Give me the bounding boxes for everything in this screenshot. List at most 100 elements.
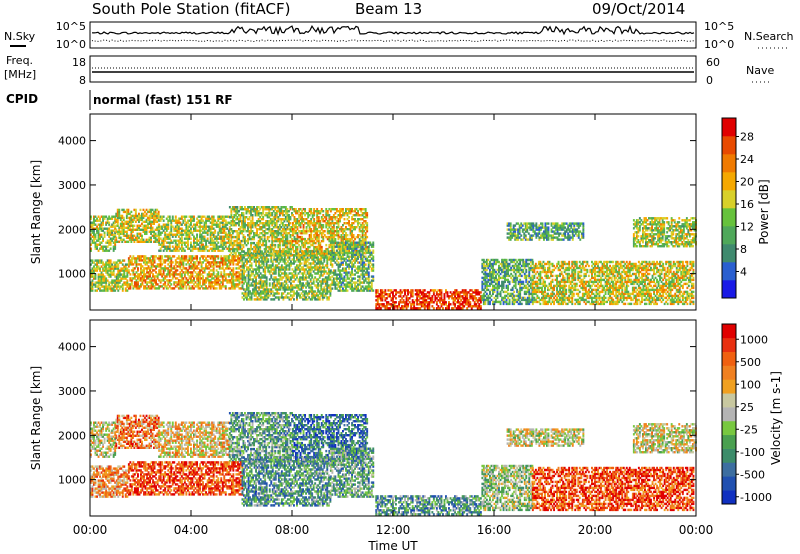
echo-cell	[259, 237, 262, 241]
echo-cell	[153, 259, 156, 262]
echo-cell	[314, 230, 317, 233]
echo-cell	[352, 235, 355, 239]
echo-cell	[180, 263, 183, 266]
echo-cell	[112, 223, 115, 226]
echo-cell	[302, 228, 305, 231]
echo-cell	[194, 285, 197, 288]
echo-cell	[254, 234, 257, 237]
echo-cell	[167, 281, 170, 284]
echo-cell	[316, 230, 319, 233]
echo-cell	[230, 251, 233, 255]
echo-cell	[320, 218, 323, 221]
echo-cell	[167, 263, 170, 266]
echo-cell	[257, 243, 260, 247]
echo-cell	[265, 294, 268, 297]
echo-cell	[296, 290, 298, 293]
echo-cell	[193, 245, 195, 248]
echo-cell	[226, 233, 229, 236]
echo-cell	[322, 251, 325, 255]
echo-cell	[144, 214, 146, 218]
echo-cell	[286, 243, 289, 247]
echo-cell	[140, 273, 142, 276]
echo-cell	[257, 214, 260, 217]
echo-cell	[272, 232, 275, 235]
echo-cell	[307, 249, 310, 253]
echo-cell	[279, 288, 282, 291]
echo-cell	[176, 225, 179, 228]
echo-cell	[253, 276, 256, 279]
echo-cell	[168, 231, 171, 234]
echo-cell	[190, 281, 192, 284]
echo-cell	[348, 224, 351, 227]
echo-cell	[259, 250, 262, 253]
echo-cell	[227, 279, 230, 282]
echo-cell	[308, 228, 311, 231]
echo-cell	[331, 279, 334, 282]
echo-cell	[196, 237, 199, 240]
echo-cell	[194, 223, 197, 226]
echo-cell	[280, 218, 283, 221]
echo-cell	[348, 212, 351, 215]
echo-cell	[199, 287, 202, 290]
echo-cell	[276, 284, 279, 287]
echo-cell	[173, 219, 176, 222]
echo-cell	[165, 267, 168, 270]
echo-cell	[224, 259, 227, 262]
echo-cell	[202, 237, 205, 240]
echo-cell	[264, 288, 267, 291]
echo-cell	[152, 273, 155, 276]
echo-cell	[139, 232, 142, 235]
echo-cell	[151, 220, 154, 223]
echo-cell	[150, 236, 153, 239]
echo-cell	[114, 241, 117, 244]
echo-cell	[255, 298, 258, 301]
echo-cell	[214, 283, 217, 286]
echo-cell	[249, 260, 252, 263]
echo-cell	[278, 218, 281, 221]
echo-cell	[177, 249, 180, 252]
echo-cell	[232, 257, 235, 260]
echo-cell	[90, 229, 92, 232]
echo-cell	[183, 223, 186, 226]
echo-cell	[288, 266, 291, 269]
echo-cell	[299, 245, 302, 249]
echo-cell	[296, 266, 298, 269]
echo-cell	[193, 237, 195, 240]
echo-cell	[239, 208, 242, 211]
echo-cell	[130, 240, 133, 243]
echo-cell	[316, 208, 319, 211]
echo-cell	[323, 288, 326, 291]
echo-cell	[179, 281, 182, 284]
echo-cell	[317, 258, 320, 261]
echo-cell	[193, 215, 195, 218]
echo-cell	[200, 235, 203, 238]
echo-cell	[206, 261, 209, 264]
echo-cell	[108, 265, 111, 268]
echo-cell	[245, 224, 248, 227]
echo-cell	[250, 206, 253, 209]
echo-cell	[159, 237, 162, 240]
echo-cell	[215, 247, 218, 250]
echo-cell	[275, 216, 278, 219]
echo-cell	[345, 269, 347, 272]
echo-cell	[288, 280, 291, 283]
echo-cell	[256, 224, 259, 227]
echo-cell	[177, 219, 180, 222]
echo-cell	[135, 261, 138, 264]
echo-cell	[241, 281, 244, 284]
echo-cell	[316, 216, 319, 219]
echo-cell	[123, 281, 126, 284]
echo-cell	[158, 219, 161, 222]
echo-cell	[149, 269, 152, 272]
echo-cell	[349, 232, 352, 235]
echo-cell	[143, 287, 145, 290]
echo-cell	[159, 269, 162, 272]
echo-cell	[327, 284, 330, 287]
echo-cell	[144, 232, 146, 235]
echo-cell	[149, 273, 152, 276]
echo-cell	[320, 286, 323, 289]
echo-cell	[146, 287, 149, 290]
echo-cell	[138, 275, 141, 278]
echo-cell	[326, 220, 329, 223]
echo-cell	[283, 251, 286, 255]
